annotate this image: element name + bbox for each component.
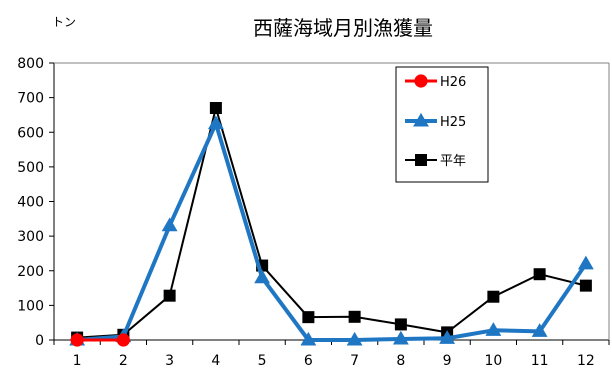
data-point xyxy=(300,331,317,346)
chart-title: 西薩海域月別漁獲量 xyxy=(253,16,433,40)
x-tick-label: 11 xyxy=(531,353,549,369)
data-point xyxy=(70,333,84,347)
data-point xyxy=(485,322,502,336)
data-point xyxy=(209,102,222,115)
data-point xyxy=(577,255,594,270)
series-H25 xyxy=(69,115,594,346)
legend-swatch-marker xyxy=(413,112,429,127)
x-tick-label: 3 xyxy=(165,353,174,369)
y-tick-label: 400 xyxy=(17,195,44,211)
data-point xyxy=(302,311,315,324)
series-平年 xyxy=(71,102,592,344)
legend-box xyxy=(395,66,489,183)
series-H26 xyxy=(70,333,130,347)
x-tick-label: 5 xyxy=(258,353,267,369)
legend-label: 平年 xyxy=(440,154,466,169)
y-tick-label: 100 xyxy=(17,298,44,314)
data-point xyxy=(439,330,456,344)
data-point xyxy=(254,269,271,284)
x-tick-label: 10 xyxy=(484,353,502,369)
y-tick-label: 500 xyxy=(17,160,44,176)
y-tick-label: 300 xyxy=(17,229,44,245)
data-point xyxy=(346,331,363,346)
legend-swatch-marker xyxy=(415,154,427,166)
series-line xyxy=(77,107,587,339)
data-point xyxy=(116,333,130,347)
data-point xyxy=(579,279,592,292)
x-tick-label: 4 xyxy=(211,353,220,369)
data-point xyxy=(392,330,409,345)
data-point xyxy=(394,318,407,331)
legend-label: H26 xyxy=(440,75,466,90)
data-point xyxy=(163,289,176,302)
unit-label: トン xyxy=(52,15,76,29)
series-line xyxy=(76,121,588,342)
legend-swatch-marker xyxy=(414,74,428,88)
x-tick-label: 2 xyxy=(119,353,128,369)
data-point xyxy=(531,323,548,337)
x-tick-label: 6 xyxy=(304,353,313,369)
y-tick-label: 800 xyxy=(17,56,44,72)
y-tick-label: 0 xyxy=(35,333,44,349)
data-point xyxy=(533,268,546,281)
y-tick-label: 200 xyxy=(17,264,44,280)
x-tick-label: 1 xyxy=(73,353,82,369)
x-tick-label: 8 xyxy=(396,353,405,369)
legend-label: H25 xyxy=(440,115,466,130)
legend: H26 H25 平年 xyxy=(395,66,489,183)
data-point xyxy=(487,290,500,303)
data-point xyxy=(207,115,224,130)
y-tick-label: 600 xyxy=(17,125,44,141)
y-tick-label: 700 xyxy=(17,91,44,107)
series-layer xyxy=(69,102,594,347)
x-tick-label: 12 xyxy=(577,353,595,369)
data-point xyxy=(348,310,361,323)
data-point xyxy=(161,217,178,232)
x-tick-label: 9 xyxy=(443,353,452,369)
x-tick-label: 7 xyxy=(350,353,359,369)
